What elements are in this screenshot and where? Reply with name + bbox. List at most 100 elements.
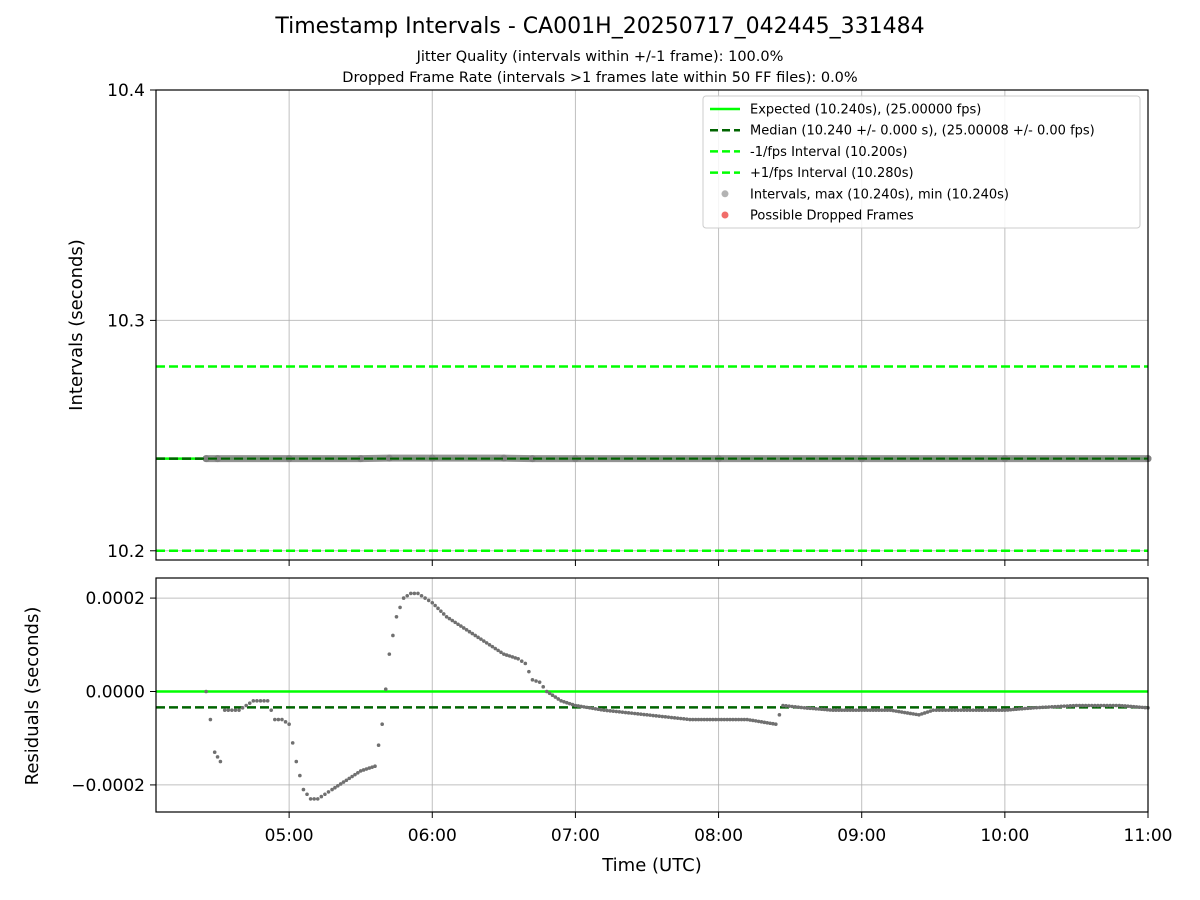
- top-interval-point: [500, 454, 508, 462]
- residual-point: [576, 704, 581, 708]
- residual-point: [666, 715, 671, 719]
- residual-point: [391, 633, 395, 638]
- residual-point: [1017, 707, 1021, 711]
- residual-point: [1014, 707, 1019, 712]
- residual-point: [1140, 705, 1145, 710]
- residual-point: [681, 717, 686, 721]
- residual-point: [728, 717, 732, 722]
- residual-point: [204, 689, 208, 694]
- residual-point: [799, 705, 804, 710]
- residual-point: [1074, 703, 1079, 708]
- residual-point: [534, 679, 538, 683]
- bottom-y-tick-label: −0.0002: [71, 776, 145, 796]
- residual-point: [748, 718, 752, 722]
- residual-point: [401, 596, 406, 600]
- residual-point: [781, 703, 785, 708]
- residual-point: [911, 712, 916, 716]
- residual-point: [699, 717, 704, 722]
- residual-point: [433, 603, 437, 608]
- residual-point: [1068, 704, 1073, 708]
- residual-point: [1102, 703, 1106, 708]
- top-interval-point: [202, 455, 210, 463]
- residual-point: [1071, 703, 1076, 708]
- residual-point: [441, 612, 446, 616]
- residual-point: [553, 695, 558, 699]
- residual-point: [920, 712, 924, 716]
- residual-point: [1134, 705, 1139, 709]
- bottom-y-tick-label: 0.0000: [86, 682, 145, 702]
- residual-point: [1096, 703, 1100, 708]
- residual-point: [247, 701, 252, 705]
- top-y-axis-label: Intervals (seconds): [66, 239, 87, 411]
- top-interval-point: [385, 454, 393, 462]
- residual-point: [218, 759, 223, 764]
- residual-point: [482, 639, 486, 643]
- residual-point: [338, 782, 343, 786]
- residual-point: [716, 717, 721, 722]
- residual-point: [1083, 703, 1088, 708]
- x-axis-label: Time (UTC): [601, 855, 702, 876]
- residual-point: [353, 772, 357, 777]
- residual-point: [796, 705, 801, 709]
- residual-point: [467, 629, 472, 634]
- residual-point: [1126, 704, 1130, 709]
- residual-point: [516, 657, 520, 661]
- residual-point: [496, 648, 500, 653]
- residual-point: [398, 605, 402, 610]
- residual-point: [376, 743, 381, 748]
- residual-point: [905, 711, 910, 715]
- residual-point: [255, 699, 259, 703]
- residual-point: [753, 719, 758, 723]
- x-tick-label: 07:00: [551, 826, 600, 846]
- residual-point: [426, 598, 431, 603]
- residual-point: [1120, 703, 1125, 708]
- residual-point: [765, 720, 770, 725]
- residual-point: [565, 700, 569, 705]
- residual-point: [854, 708, 858, 712]
- residual-point: [450, 618, 455, 623]
- residual-point: [1062, 704, 1066, 708]
- top-y-tick-label: 10.4: [107, 81, 145, 101]
- residual-point: [527, 669, 531, 674]
- residual-point: [902, 710, 907, 715]
- legend-entry-label: Possible Dropped Frames: [750, 209, 914, 224]
- residual-point: [559, 699, 563, 703]
- residual-point: [461, 626, 466, 630]
- residual-point: [447, 616, 452, 621]
- residual-point: [1123, 704, 1127, 708]
- residual-point: [839, 708, 844, 712]
- residual-point: [587, 706, 592, 710]
- residual-point: [419, 593, 424, 598]
- residual-point: [487, 642, 492, 647]
- residual-point: [897, 709, 901, 714]
- residual-point: [632, 711, 637, 716]
- residual-point: [519, 659, 524, 663]
- residual-point: [819, 707, 824, 712]
- residual-point: [423, 596, 427, 600]
- residual-point: [436, 606, 440, 611]
- residual-point: [862, 708, 867, 712]
- residual-point: [663, 715, 668, 719]
- residual-point: [983, 708, 987, 712]
- legend-entry-label: Expected (10.240s), (25.00000 fps): [750, 103, 981, 118]
- residual-point: [837, 708, 841, 712]
- legend-box: [702, 95, 1141, 229]
- residual-point: [439, 609, 443, 613]
- residual-point: [315, 797, 320, 801]
- residual-point: [430, 600, 435, 605]
- residual-point: [977, 708, 981, 712]
- residual-point: [1020, 706, 1024, 711]
- residual-point: [444, 614, 449, 619]
- residual-point: [705, 717, 709, 722]
- residual-point: [230, 708, 234, 712]
- residual-point: [1040, 705, 1045, 710]
- residual-point: [962, 708, 966, 712]
- residual-point: [871, 708, 875, 712]
- residual-point: [305, 792, 309, 797]
- residual-point: [711, 717, 715, 722]
- residual-point: [1043, 705, 1048, 709]
- residual-point: [1059, 704, 1063, 709]
- residual-point: [925, 710, 930, 714]
- residual-point: [412, 591, 417, 596]
- residual-point: [848, 708, 853, 712]
